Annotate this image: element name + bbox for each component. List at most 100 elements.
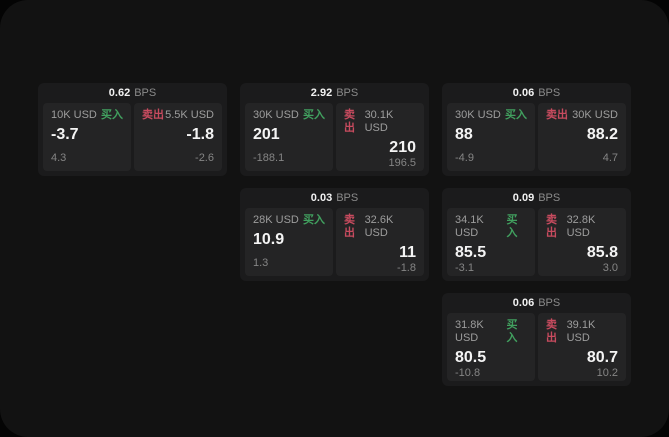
sell-price-value: 11 [399,244,416,261]
buy-quote-panel[interactable]: 31.8K USD 买入 80.5 -10.8 [447,313,535,381]
sell-side-label: 卖出 [546,109,568,121]
buy-side-label: 买入 [303,109,325,121]
sell-side-label: 卖出 [344,109,355,134]
bps-unit: BPS [336,87,359,99]
sell-amount-label: 32.8K USD [566,214,596,239]
sell-quote-panel[interactable]: 卖出 30.1K USD 210 196.5 [336,103,424,171]
quote-panels: 28K USD 买入 10.9 1.3 卖出 32.6K USD 11 -1.8 [245,208,424,276]
sell-side-label: 卖出 [546,214,557,239]
buy-price-value: 80.5 [455,349,487,366]
quote-card: 0.06 BPS 31.8K USD 买入 80.5 -10.8 卖出 39.1… [442,293,631,386]
sell-sub-value: -2.6 [195,152,214,164]
sell-amount-label: 30K USD [572,109,618,121]
sell-panel-header: 卖出 32.8K USD [546,214,618,240]
buy-price-value: 10.9 [253,231,285,248]
sell-quote-panel[interactable]: 卖出 30K USD 88.2 4.7 [538,103,626,171]
buy-quote-panel[interactable]: 28K USD 买入 10.9 1.3 [245,208,333,276]
sell-price-value: 88.2 [586,126,618,143]
buy-panel-header: 10K USD 买入 [51,109,123,122]
sell-panel-header: 卖出 5.5K USD [142,109,214,122]
buy-panel-header: 34.1K USD 买入 [455,214,527,240]
buy-amount-label: 30K USD [253,109,299,121]
quote-card: 0.06 BPS 30K USD 买入 88 -4.9 卖出 30K USD 8… [442,83,631,176]
buy-side-label: 买入 [101,109,123,121]
sell-amount-label: 5.5K USD [165,109,214,121]
quote-card: 0.03 BPS 28K USD 买入 10.9 1.3 卖出 32.6K US… [240,188,429,281]
buy-panel-header: 31.8K USD 买入 [455,319,527,345]
buy-amount-label: 30K USD [455,109,501,121]
sell-quote-panel[interactable]: 卖出 39.1K USD 80.7 10.2 [538,313,626,381]
buy-side-label: 买入 [303,214,325,226]
buy-price-value: 85.5 [455,244,487,261]
buy-quote-panel[interactable]: 34.1K USD 买入 85.5 -3.1 [447,208,535,276]
bps-unit: BPS [134,87,157,99]
bps-header: 0.06 BPS [447,83,626,103]
buy-side-label: 买入 [506,319,518,344]
bps-value: 0.09 [512,192,535,204]
quote-cards-grid: 0.62 BPS 10K USD 买入 -3.7 4.3 卖出 5.5K USD… [38,83,631,386]
quote-panels: 30K USD 买入 201 -188.1 卖出 30.1K USD 210 1… [245,103,424,171]
bps-header: 0.09 BPS [447,188,626,208]
bps-unit: BPS [538,297,561,309]
quote-panels: 10K USD 买入 -3.7 4.3 卖出 5.5K USD -1.8 -2.… [43,103,222,171]
buy-sub-value: -3.1 [455,262,474,274]
buy-panel-header: 30K USD 买入 [455,109,527,122]
sell-price-value: 210 [389,139,416,156]
buy-side-label: 买入 [505,109,527,121]
sell-sub-value: 10.2 [596,367,618,379]
bps-header: 0.06 BPS [447,293,626,313]
buy-panel-header: 30K USD 买入 [253,109,325,122]
sell-side-label: 卖出 [142,109,164,121]
bps-value: 0.03 [310,192,333,204]
buy-price-value: -3.7 [51,126,79,143]
buy-quote-panel[interactable]: 30K USD 买入 201 -188.1 [245,103,333,171]
sell-quote-panel[interactable]: 卖出 32.8K USD 85.8 3.0 [538,208,626,276]
buy-side-label: 买入 [506,214,518,239]
sell-amount-label: 32.6K USD [364,214,394,239]
sell-side-label: 卖出 [546,319,557,344]
buy-sub-value: -188.1 [253,152,285,164]
buy-amount-label: 28K USD [253,214,299,226]
sell-panel-header: 卖出 30K USD [546,109,618,122]
sell-price-value: 80.7 [586,349,618,366]
quote-card: 0.09 BPS 34.1K USD 买入 85.5 -3.1 卖出 32.8K… [442,188,631,281]
buy-sub-value: -4.9 [455,152,474,164]
buy-amount-label: 10K USD [51,109,97,121]
sell-amount-label: 39.1K USD [566,319,596,344]
sell-quote-panel[interactable]: 卖出 5.5K USD -1.8 -2.6 [134,103,222,171]
buy-price-value: 88 [455,126,473,143]
buy-quote-panel[interactable]: 10K USD 买入 -3.7 4.3 [43,103,131,171]
sell-sub-value: 196.5 [388,157,416,169]
bps-value: 2.92 [310,87,333,99]
bps-header: 0.62 BPS [43,83,222,103]
sell-price-value: 85.8 [586,244,618,261]
sell-sub-value: -1.8 [397,262,416,274]
sell-sub-value: 3.0 [602,262,618,274]
sell-quote-panel[interactable]: 卖出 32.6K USD 11 -1.8 [336,208,424,276]
bps-value: 0.62 [108,87,131,99]
buy-amount-label: 34.1K USD [455,214,484,239]
quote-panels: 30K USD 买入 88 -4.9 卖出 30K USD 88.2 4.7 [447,103,626,171]
buy-sub-value: -10.8 [455,367,481,379]
quote-card: 0.62 BPS 10K USD 买入 -3.7 4.3 卖出 5.5K USD… [38,83,227,176]
bps-unit: BPS [538,192,561,204]
sell-panel-header: 卖出 39.1K USD [546,319,618,345]
buy-panel-header: 28K USD 买入 [253,214,325,227]
sell-panel-header: 卖出 30.1K USD [344,109,416,135]
bps-value: 0.06 [512,297,535,309]
buy-price-value: 201 [253,126,280,143]
buy-sub-value: 4.3 [51,152,67,164]
buy-quote-panel[interactable]: 30K USD 买入 88 -4.9 [447,103,535,171]
quote-panels: 34.1K USD 买入 85.5 -3.1 卖出 32.8K USD 85.8… [447,208,626,276]
bps-header: 0.03 BPS [245,188,424,208]
sell-panel-header: 卖出 32.6K USD [344,214,416,240]
bps-unit: BPS [538,87,561,99]
sell-amount-label: 30.1K USD [364,109,394,134]
bps-header: 2.92 BPS [245,83,424,103]
sell-side-label: 卖出 [344,214,355,239]
bps-value: 0.06 [512,87,535,99]
buy-amount-label: 31.8K USD [455,319,484,344]
quote-card: 2.92 BPS 30K USD 买入 201 -188.1 卖出 30.1K … [240,83,429,176]
bps-unit: BPS [336,192,359,204]
